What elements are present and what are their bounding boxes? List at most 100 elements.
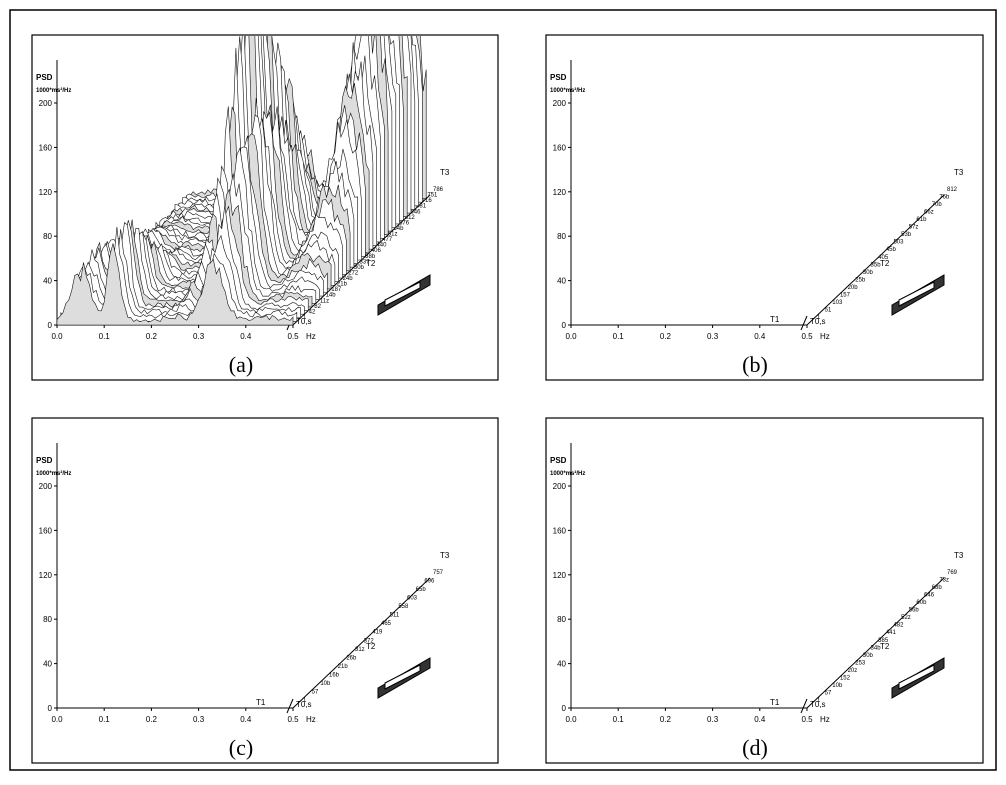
depth-label: T0,s (296, 700, 312, 709)
surface-slice (122, 505, 358, 647)
surface-slice (620, 78, 856, 278)
surface-slice (617, 90, 853, 282)
t-tick-label: 337 (360, 259, 371, 265)
surface-slice (704, 34, 940, 199)
figure-border (9, 9, 997, 771)
t-tick-label: 76b (939, 195, 950, 201)
surface-slice (148, 389, 384, 621)
surface-slice (685, 318, 921, 600)
t-tick-label: 16b (329, 672, 340, 678)
depth-label: T2 (366, 642, 376, 651)
x-tick-label: 0.1 (99, 715, 111, 724)
panel-frame (545, 34, 984, 381)
surface-slice (689, 0, 925, 213)
depth-label: T2 (366, 259, 376, 268)
t-tick-label: 34b (871, 645, 882, 651)
t-tick-label: 30b (863, 653, 874, 659)
surface-slice (171, 317, 407, 600)
x-tick-label: 0.5 (801, 332, 813, 341)
t-tick-label: 482 (893, 623, 904, 629)
x-tick-label: 0.0 (51, 332, 63, 341)
surface-slice (700, 49, 936, 202)
nav-icon (898, 664, 935, 690)
surface-slice (106, 483, 342, 661)
t-tick-label: 20b (848, 285, 859, 291)
surface-slice (72, 503, 308, 694)
y-tick-label: 40 (557, 277, 566, 286)
t-tick-label: 65b (416, 587, 427, 593)
surface-slice (651, 55, 887, 249)
t-tick-label: 646 (924, 593, 935, 599)
surface-slice (647, 74, 883, 253)
t-tick-label: 612 (405, 215, 416, 221)
t-tick-label: 103 (832, 300, 843, 306)
x-tick-label: 0.5 (287, 332, 299, 341)
t-tick-label: 503 (893, 240, 904, 246)
panel: 0 40 80 120 160 200 0.0 0.1 0.2 0.3 0.4 0.5 Hz PSD 100… (31, 417, 499, 764)
x-unit: Hz (820, 332, 830, 341)
t-tick-label: 51z (388, 232, 398, 238)
y-tick-label: 0 (562, 321, 567, 330)
t-tick-label: 10b (832, 683, 843, 689)
t-tick-label: 57 (312, 689, 319, 695)
y-label: PSD (36, 456, 53, 465)
t-tick-label: 272 (348, 270, 359, 276)
y-tick-label: 160 (553, 526, 567, 535)
surface-slice (586, 503, 822, 694)
depth-axis (806, 194, 945, 326)
nav-icon (898, 281, 935, 307)
panel-frame (545, 417, 984, 764)
x-tick-label: 0.4 (240, 715, 252, 724)
surface-slice (605, 73, 841, 293)
t-tick-label: 35b (871, 262, 882, 268)
surface-slice (659, 0, 895, 242)
y-tick-label: 80 (43, 232, 52, 241)
surface-slice (590, 524, 826, 690)
surface-slice (697, 318, 933, 589)
t-tick-label: 576 (399, 220, 410, 226)
surface-slice (129, 506, 365, 639)
panel-label: (a) (229, 352, 253, 377)
t-tick-label: 1 (303, 315, 307, 321)
surface-slice (118, 492, 354, 650)
t-tick-label: 477 (382, 237, 393, 243)
panel: 0 40 80 120 160 200 0.0 0.1 0.2 0.3 0.4 0.5 Hz PSD 100… (545, 34, 984, 381)
surface-slice (586, 122, 822, 310)
y-unit: 1000*ms²/Hz (36, 470, 71, 477)
surface-slice (681, 0, 917, 220)
t-tick-label: 757 (433, 570, 444, 576)
y-tick-label: 0 (48, 321, 53, 330)
surface-slice (651, 370, 887, 632)
surface-slice (582, 121, 818, 314)
y-tick-label: 40 (43, 660, 52, 669)
y-tick-label: 0 (562, 704, 567, 713)
surface-slice (87, 469, 323, 679)
depth-label: T0,s (810, 700, 826, 709)
depth-label: T0,s (296, 317, 312, 326)
t-tick-label: 68b (932, 585, 943, 591)
x-tick-label: 0.0 (565, 332, 577, 341)
y-tick-label: 200 (39, 482, 53, 491)
depth-label: T3 (954, 551, 964, 560)
t-tick-label: 253 (855, 660, 866, 666)
surface-slice (582, 510, 818, 697)
surface-slice (594, 493, 830, 686)
t-tick-label: 25b (855, 277, 866, 283)
t-tick-label: 603 (407, 596, 418, 602)
x-tick-label: 0.3 (707, 715, 719, 724)
t-tick-label: 1 (303, 698, 307, 704)
x-unit: Hz (306, 715, 316, 724)
surface-slice (620, 440, 856, 661)
t-tick-label: 441 (886, 630, 897, 636)
surface-slice (689, 321, 925, 596)
x-tick-label: 0.2 (660, 715, 672, 724)
x-tick-label: 0.2 (146, 332, 158, 341)
t-tick-label: 21b (337, 282, 348, 288)
t-tick-label: 52z (901, 615, 911, 621)
y-tick-label: 120 (553, 188, 567, 197)
t-tick-label: 385 (878, 638, 889, 644)
surface-slice (609, 96, 845, 289)
surface-slice (175, 314, 411, 596)
surface-slice (624, 93, 860, 274)
